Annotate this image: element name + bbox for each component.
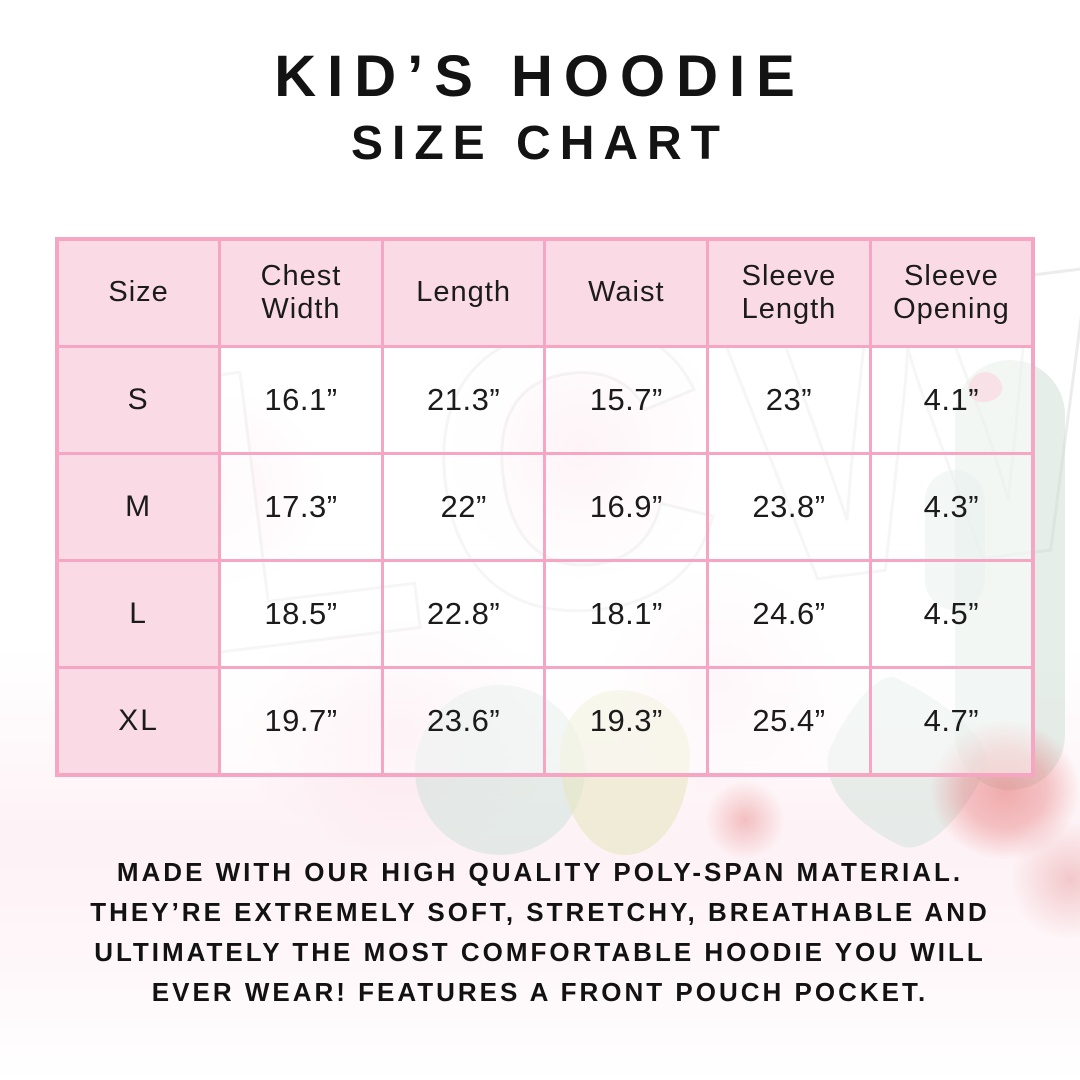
measurement-cell: 16.9” [543, 452, 710, 562]
column-header-length: Length [380, 237, 547, 348]
page-subtitle: SIZE CHART [351, 117, 729, 170]
page-title: KID’S HOODIE [274, 44, 806, 109]
measurement-cell: 4.3” [868, 452, 1035, 562]
description-line: EVER WEAR! FEATURES A FRONT POUCH POCKET… [151, 977, 929, 1007]
measurement-cell: 4.5” [868, 559, 1035, 669]
measurement-cell: 16.1” [218, 345, 384, 455]
description-line: ULTIMATELY THE MOST COMFORTABLE HOODIE Y… [94, 937, 986, 967]
column-header-waist: Waist [543, 237, 710, 348]
measurement-cell: 23” [706, 345, 872, 455]
column-header-sleeve-opening: Sleeve Opening [868, 237, 1035, 348]
size-label: L [55, 559, 222, 669]
size-chart-table: Size Chest Width Length Waist Sleeve Len… [55, 237, 1035, 777]
material-description: MADE WITH OUR HIGH QUALITY POLY-SPAN MAT… [0, 852, 1080, 1012]
column-header-sleeve-length: Sleeve Length [706, 237, 872, 348]
size-label: M [55, 452, 222, 562]
table-row-m: M 17.3” 22” 16.9” 23.8” 4.3” [55, 452, 1035, 562]
measurement-cell: 21.3” [380, 345, 547, 455]
table-row-xl: XL 19.7” 23.6” 19.3” 25.4” 4.7” [55, 666, 1035, 776]
measurement-cell: 23.8” [706, 452, 872, 562]
measurement-cell: 17.3” [218, 452, 384, 562]
measurement-cell: 4.7” [868, 666, 1035, 776]
measurement-cell: 22.8” [380, 559, 547, 669]
column-header-chest-width: Chest Width [218, 237, 384, 348]
measurement-cell: 18.1” [543, 559, 710, 669]
measurement-cell: 15.7” [543, 345, 710, 455]
column-header-size: Size [55, 237, 222, 348]
measurement-cell: 18.5” [218, 559, 384, 669]
measurement-cell: 23.6” [380, 666, 547, 776]
title-block: KID’S HOODIE SIZE CHART [0, 48, 1080, 168]
description-line: THEY’RE EXTREMELY SOFT, STRETCHY, BREATH… [90, 897, 990, 927]
size-label: S [55, 345, 222, 455]
table-row-s: S 16.1” 21.3” 15.7” 23” 4.1” [55, 345, 1035, 455]
header-row: Size Chest Width Length Waist Sleeve Len… [55, 237, 1035, 348]
measurement-cell: 25.4” [706, 666, 872, 776]
description-line: MADE WITH OUR HIGH QUALITY POLY-SPAN MAT… [116, 857, 964, 887]
table-row-l: L 18.5” 22.8” 18.1” 24.6” 4.5” [55, 559, 1035, 669]
measurement-cell: 24.6” [706, 559, 872, 669]
measurement-cell: 19.3” [543, 666, 710, 776]
measurement-cell: 4.1” [868, 345, 1035, 455]
size-label: XL [55, 666, 222, 776]
measurement-cell: 22” [380, 452, 547, 562]
measurement-cell: 19.7” [218, 666, 384, 776]
